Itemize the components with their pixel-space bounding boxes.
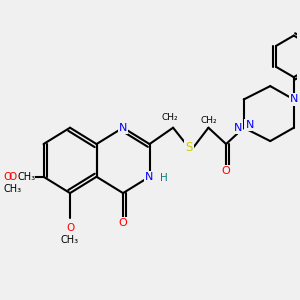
Text: N: N	[234, 123, 242, 133]
Text: CH₂: CH₂	[162, 113, 178, 122]
Text: N: N	[245, 120, 254, 130]
Text: O: O	[8, 172, 17, 182]
Text: CH₃: CH₃	[17, 172, 35, 182]
Text: CH₃: CH₃	[4, 184, 22, 194]
Text: O: O	[66, 223, 74, 233]
Text: N: N	[290, 94, 298, 104]
Text: O: O	[222, 166, 230, 176]
Text: N: N	[119, 123, 127, 133]
Text: O: O	[119, 218, 128, 228]
Text: S: S	[186, 140, 193, 154]
Text: O: O	[4, 172, 12, 182]
Text: H: H	[160, 173, 168, 183]
Text: CH₃: CH₃	[61, 235, 79, 245]
Text: N: N	[145, 172, 154, 182]
Text: CH₂: CH₂	[200, 116, 217, 125]
